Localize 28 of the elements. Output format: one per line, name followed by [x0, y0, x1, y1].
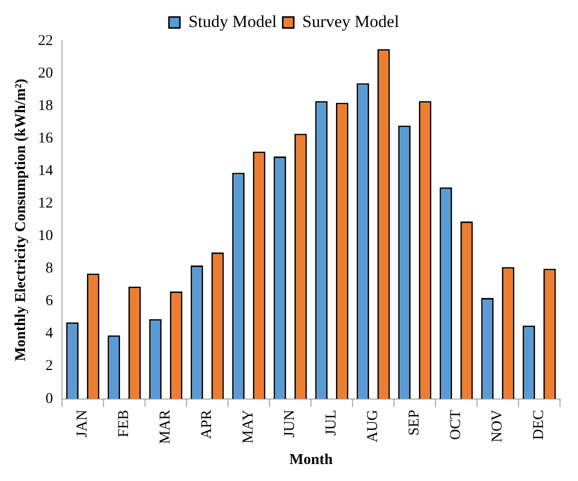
x-tick-label: FEB [116, 410, 132, 438]
y-tick-label: 6 [46, 293, 54, 310]
y-tick-label: 14 [38, 163, 54, 180]
x-tick-label: JAN [74, 410, 91, 438]
y-tick-label: 10 [38, 228, 53, 244]
legend-label: Survey Model [302, 12, 400, 31]
y-tick-label: 0 [46, 390, 53, 407]
x-tick-label: AUG [365, 410, 382, 442]
x-tick-label: NOV [490, 410, 506, 442]
x-tick-label: SEP [406, 410, 423, 436]
y-tick-label: 22 [38, 32, 53, 49]
y-tick-label: 16 [38, 130, 54, 147]
x-tick-label: OCT [448, 410, 464, 440]
y-tick-label: 18 [38, 98, 53, 114]
x-tick-label: APR [199, 410, 216, 440]
y-tick-label: 20 [38, 65, 53, 82]
x-tick-label: JUL [324, 410, 340, 436]
legend-label: Study Model [188, 12, 278, 31]
x-tick-label: JUN [282, 410, 298, 438]
y-tick-label: 8 [46, 260, 53, 277]
y-tick-label: 4 [46, 326, 54, 342]
x-axis-title: Month [289, 452, 334, 468]
x-tick-label: MAY [240, 410, 257, 444]
y-tick-label: 12 [38, 196, 53, 212]
x-tick-label: MAR [158, 410, 174, 444]
x-tick-label: DEC [531, 410, 548, 440]
y-tick-label: 2 [46, 358, 53, 374]
y-axis-title: Monthly Electricity Consumption (kWh/m²) [12, 78, 29, 362]
